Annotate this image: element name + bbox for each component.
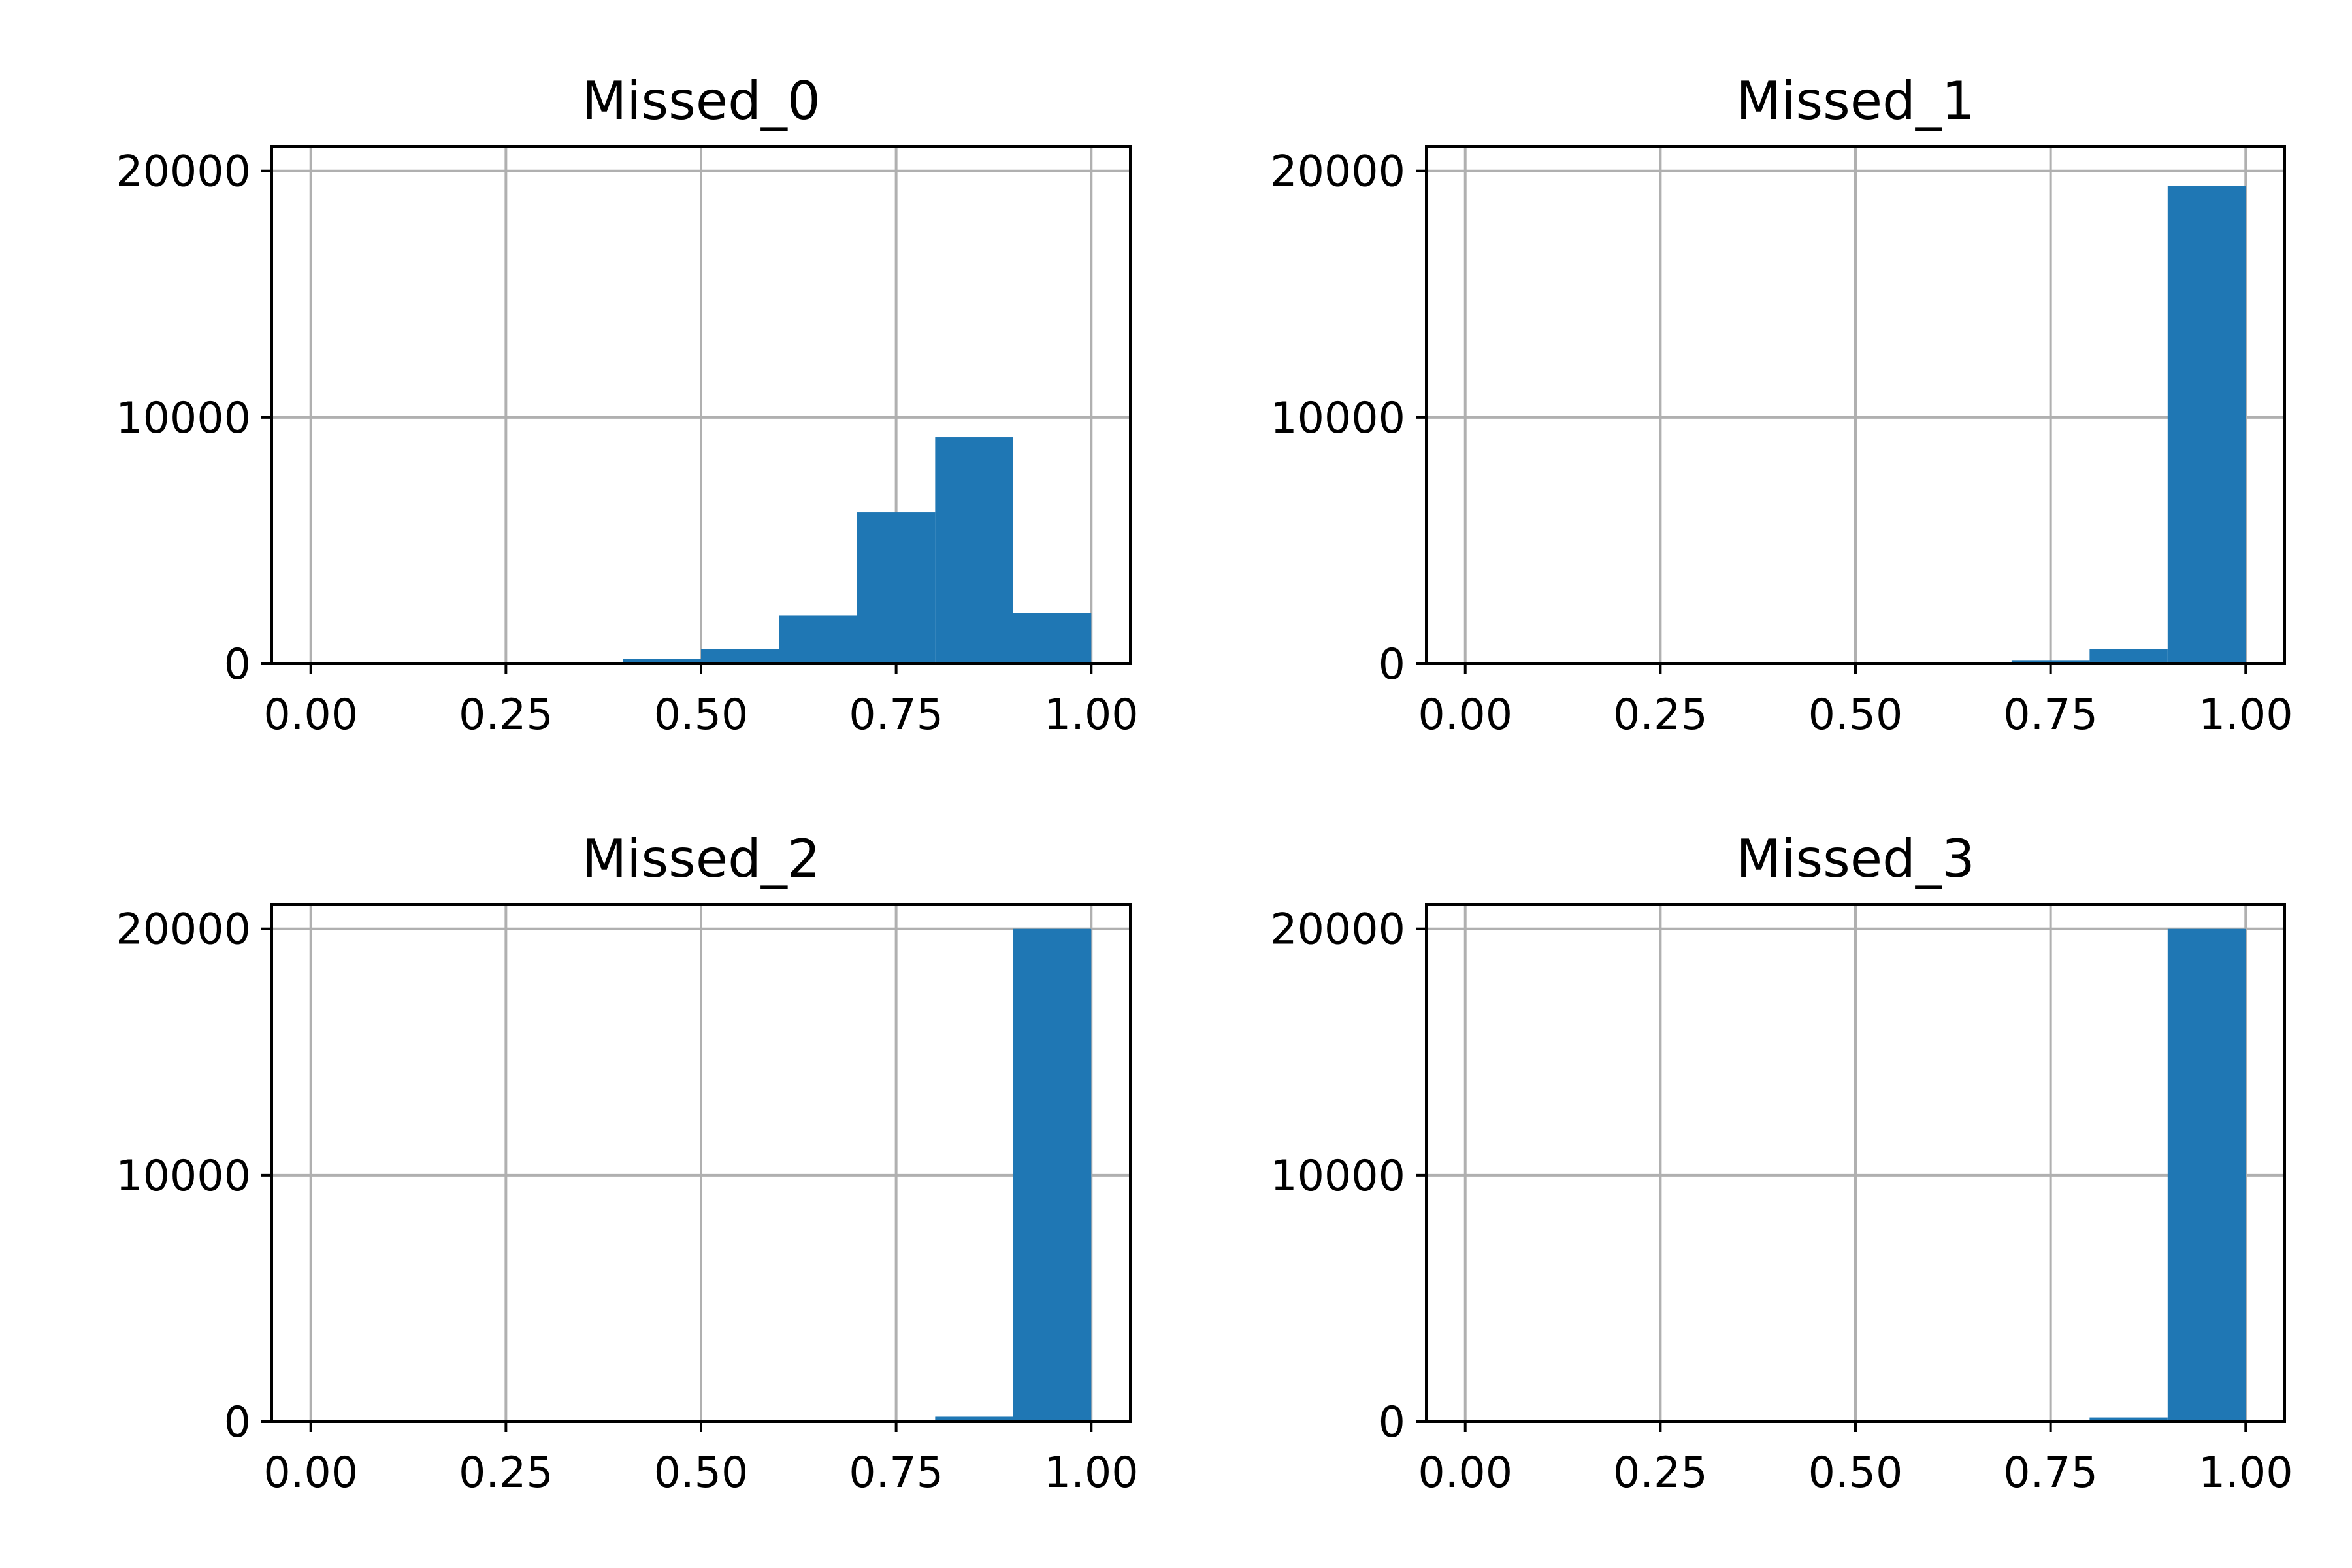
histogram-bar: [857, 512, 936, 664]
x-tick-label: 0.75: [2003, 691, 2098, 740]
y-tick-label: 20000: [1270, 906, 1405, 955]
y-tick-label: 10000: [1270, 1152, 1405, 1201]
x-tick-label: 0.75: [2003, 1448, 2098, 1497]
histogram-bar: [2011, 660, 2090, 664]
x-tick-label: 0.75: [849, 691, 943, 740]
x-tick-label: 1.00: [1044, 1448, 1139, 1497]
y-tick-label: 0: [1379, 1398, 1405, 1447]
histogram-bar: [1013, 928, 1092, 1422]
x-tick-label: 0.50: [1808, 691, 1903, 740]
subplot-0: Missed_0 0.00 0.25 0.50 0.75 1.00 0 10000 20000: [116, 71, 1138, 740]
x-tick-label: 0.00: [1418, 691, 1512, 740]
y-tick-label: 10000: [116, 394, 251, 443]
x-tick-label: 0.50: [654, 1448, 749, 1497]
subplot-title: Missed_1: [1736, 71, 1975, 131]
subplot-grid: Missed_00.00 0.25 0.50 0.75 1.0001000020000M…: [116, 71, 2293, 1497]
histogram-bar: [2167, 928, 2246, 1422]
x-tick-label: 0.50: [654, 691, 749, 740]
x-tick-label: 0.00: [1418, 1448, 1512, 1497]
x-tick-label: 1.00: [2198, 691, 2293, 740]
x-tick-label: 0.25: [459, 1448, 553, 1497]
histogram-bar: [2167, 186, 2246, 664]
x-tick-label: 1.00: [2198, 1448, 2293, 1497]
histogram-bar: [623, 659, 701, 664]
x-tick-label: 0.00: [263, 691, 358, 740]
histogram-bar: [2089, 649, 2168, 664]
x-tick-label: 0.25: [1613, 1448, 1708, 1497]
histogram-bar: [2089, 1417, 2168, 1422]
y-tick-label: 0: [224, 1398, 251, 1447]
histogram-bar: [935, 437, 1013, 664]
y-tick-label: 10000: [1270, 394, 1405, 443]
histogram-bar: [935, 1416, 1013, 1422]
histogram-bar: [1013, 613, 1092, 664]
histogram-bar: [779, 615, 857, 664]
y-tick-label: 20000: [116, 906, 251, 955]
subplot-3: Missed_3 0.00 0.25 0.50 0.75 1.00 0 10000 20000: [1270, 828, 2293, 1497]
x-tick-label: 0.00: [263, 1448, 358, 1497]
x-tick-label: 0.50: [1808, 1448, 1903, 1497]
subplot-title: Missed_3: [1736, 828, 1975, 889]
x-tick-label: 0.75: [849, 1448, 943, 1497]
subplot-title: Missed_2: [581, 828, 821, 889]
y-tick-label: 10000: [116, 1152, 251, 1201]
x-tick-label: 0.25: [459, 691, 553, 740]
histogram-bar: [701, 649, 779, 664]
y-tick-label: 20000: [116, 148, 251, 197]
subplot-2: Missed_2 0.00 0.25 0.50 0.75 1.00 0 10000 20000: [116, 828, 1138, 1497]
y-tick-label: 20000: [1270, 148, 1405, 197]
x-tick-label: 0.25: [1613, 691, 1708, 740]
y-tick-label: 0: [1379, 640, 1405, 689]
x-tick-label: 1.00: [1044, 691, 1139, 740]
subplot-1: Missed_1 0.00 0.25 0.50 0.75 1.00 0 10000 20000: [1270, 71, 2293, 740]
subplot-title: Missed_0: [581, 71, 821, 131]
y-tick-label: 0: [224, 640, 251, 689]
